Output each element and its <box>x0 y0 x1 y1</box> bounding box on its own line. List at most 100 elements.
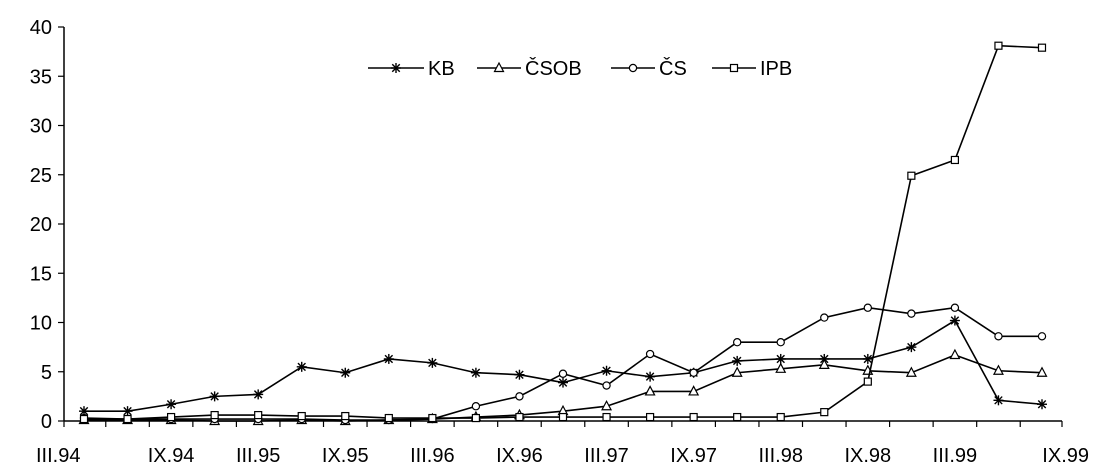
legend-item-kb: KB <box>368 58 455 80</box>
data-point-cs <box>558 369 568 378</box>
data-point-csob <box>601 399 613 411</box>
chart-axes: 0 5 10 15 20 25 30 35 40 III.94 IX.94 III.95 IX.95 II… <box>30 17 1089 467</box>
data-point-csob <box>1036 366 1048 377</box>
data-point-kb <box>514 369 525 380</box>
data-point-kb <box>601 365 612 376</box>
chart-legend: KB ČSOB ČS IPB <box>368 57 792 80</box>
x-tick-label: III.95 <box>236 445 280 467</box>
x-tick-label: III.96 <box>410 445 454 467</box>
data-point-csob <box>949 348 961 360</box>
data-point-ipb <box>210 410 219 420</box>
data-point-ipb <box>341 411 350 421</box>
data-point-kb <box>427 357 438 368</box>
data-point-ipb <box>689 412 698 422</box>
data-point-kb <box>470 367 481 378</box>
data-point-kb <box>732 355 743 366</box>
data-point-cs <box>863 303 873 312</box>
data-point-cs <box>515 392 524 401</box>
data-point-ipb <box>166 412 176 422</box>
series-line-kb <box>84 319 1043 412</box>
series-kb <box>79 315 1047 417</box>
data-point-ipb <box>863 377 872 386</box>
y-tick-label: 5 <box>41 362 52 384</box>
legend-item-ipb: IPB <box>712 58 792 80</box>
series-line-cs <box>83 306 1042 421</box>
data-point-kb <box>340 367 351 378</box>
data-point-ipb <box>79 414 89 424</box>
data-point-kb <box>775 353 786 364</box>
data-point-ipb <box>471 413 481 423</box>
data-point-csob <box>644 385 656 396</box>
data-point-csob <box>775 362 787 373</box>
data-point-cs <box>820 313 829 322</box>
data-point-ipb <box>254 410 263 420</box>
series-ipb <box>79 41 1047 424</box>
data-point-ipb <box>733 412 742 422</box>
series-line-ipb <box>84 44 1043 420</box>
legend-label-cs: ČS <box>659 57 687 80</box>
data-point-kb <box>209 391 220 402</box>
y-tick-label: 35 <box>30 66 52 88</box>
data-point-kb <box>949 315 960 326</box>
data-point-kb <box>383 353 394 364</box>
data-point-ipb <box>907 171 916 180</box>
data-point-kb <box>1037 399 1047 410</box>
data-point-ipb <box>558 412 568 422</box>
data-point-cs <box>1037 332 1047 341</box>
data-point-cs <box>689 368 698 377</box>
data-point-csob <box>688 385 700 396</box>
data-point-ipb <box>776 412 785 422</box>
x-tick-label: IX.96 <box>496 445 543 467</box>
legend-marker-ipb <box>729 63 739 73</box>
legend-marker-csob <box>493 61 505 73</box>
legend-marker-kb <box>391 63 401 73</box>
y-tick-label: 30 <box>30 116 52 138</box>
data-point-cs <box>645 349 655 359</box>
data-point-csob <box>992 364 1004 375</box>
x-tick-label: IX.98 <box>844 445 891 467</box>
legend-label-ipb: IPB <box>760 58 792 80</box>
data-point-kb <box>296 361 307 372</box>
data-point-kb <box>862 353 873 364</box>
data-point-ipb <box>994 41 1003 50</box>
data-point-kb <box>558 377 568 388</box>
data-point-kb <box>166 399 177 410</box>
data-point-cs <box>471 402 481 411</box>
legend-label-csob: ČSOB <box>525 57 582 80</box>
data-point-cs <box>602 381 611 390</box>
x-tick-label: III.98 <box>758 445 802 467</box>
data-point-ipb <box>384 413 393 423</box>
y-tick-label: 0 <box>41 411 52 433</box>
data-point-csob <box>818 358 830 369</box>
data-point-cs <box>776 338 785 347</box>
data-point-kb <box>906 342 917 353</box>
x-tick-label: IX.94 <box>148 445 195 467</box>
x-tick-label: III.99 <box>933 445 977 467</box>
y-tick-label: 25 <box>30 165 52 187</box>
data-point-cs <box>994 332 1003 341</box>
data-point-ipb <box>950 155 960 165</box>
data-point-ipb <box>1037 43 1047 52</box>
data-point-csob <box>905 366 917 377</box>
data-point-ipb <box>515 412 524 422</box>
y-tick-label: 20 <box>30 214 52 236</box>
data-point-csob <box>731 366 743 377</box>
x-tick-label: III.97 <box>584 445 628 467</box>
y-tick-label: 10 <box>30 313 52 335</box>
x-tick-label: IX.97 <box>670 445 717 467</box>
data-point-ipb <box>123 414 132 424</box>
data-point-cs <box>907 309 916 318</box>
data-point-kb <box>253 389 264 400</box>
data-point-ipb <box>645 412 655 422</box>
legend-marker-cs <box>628 63 638 73</box>
data-point-ipb <box>820 408 829 417</box>
data-point-ipb <box>297 411 306 421</box>
data-point-cs <box>950 303 960 312</box>
data-point-kb <box>993 395 1004 406</box>
data-point-cs <box>732 338 742 347</box>
legend-item-csob: ČSOB <box>477 57 582 80</box>
chart-series <box>78 41 1048 426</box>
data-point-ipb <box>602 412 611 422</box>
x-tick-label: IX.99 <box>1042 445 1089 467</box>
